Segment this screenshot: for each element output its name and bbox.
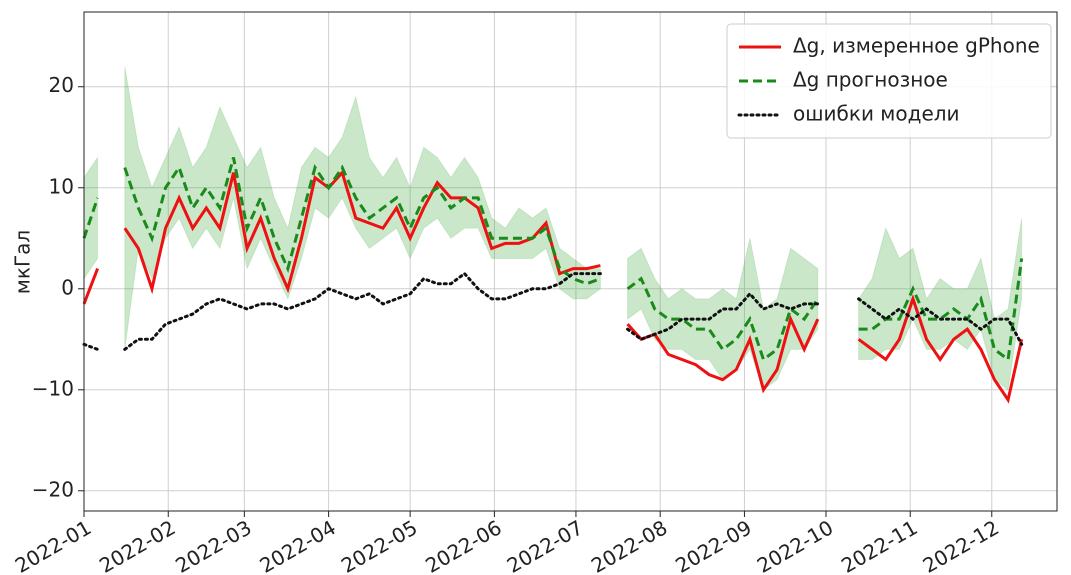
legend-label: Δg, измеренное gPhone — [793, 34, 1040, 58]
series-line — [82, 271, 1024, 351]
x-tick-label: 2022-02 — [95, 515, 179, 575]
x-tick-label: 2022-06 — [421, 515, 505, 575]
x-tick-label: 2022-01 — [11, 515, 95, 575]
series-line — [82, 157, 1024, 363]
x-tick-label: 2022-12 — [919, 515, 1003, 575]
y-tick-label: 10 — [49, 174, 74, 198]
y-tick-label: 20 — [49, 73, 74, 97]
x-tick-label: 2022-03 — [171, 515, 255, 575]
x-tick-label: 2022-09 — [671, 515, 755, 575]
x-tick-label: 2022-10 — [753, 515, 837, 575]
series-line — [82, 169, 1024, 404]
x-tick-label: 2022-04 — [255, 515, 339, 575]
y-axis-label: мкГал — [11, 230, 35, 294]
y-tick-label: −20 — [32, 477, 74, 501]
legend-label: Δg прогнозное — [793, 68, 948, 92]
y-tick-label: −10 — [32, 376, 74, 400]
y-tick-label: 0 — [61, 275, 74, 299]
x-tick-label: 2022-11 — [837, 515, 921, 575]
forecast-band — [627, 238, 819, 391]
x-tick-label: 2022-07 — [503, 515, 587, 575]
plot-frame — [83, 11, 1058, 512]
legend-label: ошибки модели — [793, 102, 960, 126]
x-tick-label: 2022-05 — [337, 515, 421, 575]
legend-box — [726, 23, 1052, 139]
forecast-band — [858, 217, 1023, 391]
x-tick-label: 2022-08 — [587, 515, 671, 575]
